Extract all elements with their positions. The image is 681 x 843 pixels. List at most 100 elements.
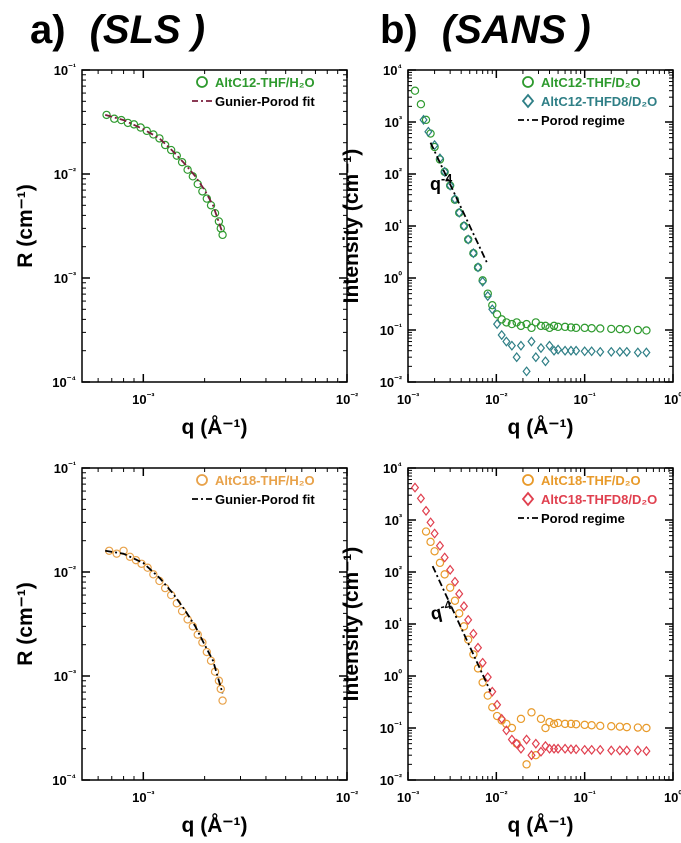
data-point — [541, 723, 550, 733]
label-exponent: ⁻¹ — [68, 460, 76, 470]
data-layer — [102, 110, 227, 240]
slope-exponent: -4 — [439, 598, 453, 614]
data-point — [633, 723, 643, 732]
label-exponent: ⁻³ — [68, 270, 76, 280]
plot-frame — [81, 467, 348, 781]
data-point — [536, 714, 546, 724]
data-point — [123, 118, 133, 128]
data-point — [502, 719, 511, 729]
data-point — [149, 130, 158, 139]
legend-marker-circle — [196, 474, 208, 486]
y-axis-label: Intensity (cm⁻¹) — [340, 547, 363, 702]
data-point — [473, 642, 483, 653]
label-base: 10 — [54, 167, 68, 182]
data-point — [426, 517, 435, 528]
data-point — [166, 145, 176, 155]
panel-a-technique: (SLS ) — [89, 8, 206, 52]
slope-annotation: q-4 — [430, 172, 452, 194]
data-point — [136, 123, 145, 132]
y-tick-label: 10⁻² — [54, 564, 76, 580]
data-point — [512, 352, 521, 363]
legend: AltC18-THF/H₂O Gunier-Porod fit — [192, 473, 315, 507]
data-point — [410, 86, 420, 95]
data-point — [596, 324, 605, 333]
data-point — [218, 230, 227, 240]
data-point — [488, 703, 497, 712]
data-point — [112, 549, 121, 558]
slope-exponent: -4 — [441, 172, 452, 186]
label-base: 10 — [574, 790, 588, 805]
label-exponent: ⁻³ — [68, 668, 76, 678]
label-base: 10 — [385, 167, 399, 182]
label-base: 10 — [385, 617, 399, 632]
data-point — [516, 743, 526, 754]
label-exponent: ⁻⁴ — [67, 772, 76, 782]
data-point — [440, 166, 449, 178]
data-point — [214, 676, 224, 685]
data-point — [446, 564, 455, 576]
data-point — [450, 596, 460, 605]
y-tick-label: 10⁻² — [380, 772, 402, 788]
data-point — [492, 310, 502, 319]
data-point — [421, 505, 431, 517]
legend-marker-circle — [196, 76, 208, 88]
data-point — [580, 720, 589, 730]
y-tick-label: 10⁻⁴ — [52, 772, 76, 788]
x-tick-label: 10⁻³ — [397, 391, 419, 407]
label-exponent: ⁻¹ — [588, 789, 596, 799]
data-point — [607, 324, 616, 334]
data-point — [642, 723, 651, 733]
label-base: q — [429, 602, 444, 624]
data-point — [615, 346, 624, 358]
panel-b-header: b) (SANS ) — [380, 8, 591, 53]
data-point — [218, 696, 227, 705]
label-base: 10 — [52, 773, 66, 788]
data-point — [198, 187, 207, 196]
label-exponent: ⁻¹ — [588, 391, 596, 401]
data-point — [455, 208, 464, 217]
y-tick-label: 10⁻¹ — [54, 460, 76, 476]
label-exponent: ¹ — [399, 218, 402, 228]
data-point — [507, 734, 517, 745]
data-point — [596, 346, 605, 358]
data-point — [596, 744, 605, 756]
data-point — [446, 180, 455, 191]
data-point — [410, 482, 420, 493]
data-point — [440, 552, 449, 563]
data-point — [202, 194, 212, 203]
panel-a-header: a) (SLS ) — [30, 8, 205, 53]
data-point — [430, 142, 439, 152]
data-point — [622, 325, 632, 334]
data-point — [426, 537, 435, 547]
label-exponent: ⁻¹ — [394, 720, 402, 730]
data-point — [137, 559, 146, 568]
data-point — [160, 140, 170, 150]
data-point — [177, 157, 187, 167]
data-point — [516, 321, 526, 331]
data-point — [507, 319, 517, 329]
legend-label: Porod regime — [541, 113, 625, 128]
label-base: 10 — [384, 669, 398, 684]
data-point — [596, 721, 605, 731]
data-point — [473, 262, 483, 273]
data-point — [483, 290, 492, 302]
data-point — [553, 743, 563, 754]
data-point — [488, 304, 497, 315]
data-point — [522, 366, 531, 377]
label-exponent: ⁰ — [398, 668, 402, 678]
chart-a-bottom: 10⁻³ 10⁻²10⁻⁴10⁻³10⁻²10⁻¹q (Å⁻¹)R (cm⁻¹)A… — [14, 460, 358, 837]
x-axis-label: q (Å⁻¹) — [508, 813, 574, 837]
data-point — [541, 740, 550, 752]
label-exponent: ¹ — [399, 616, 402, 626]
label-base: 10 — [380, 323, 394, 338]
x-axis-label: q (Å⁻¹) — [182, 415, 248, 439]
label-base: 10 — [380, 375, 394, 390]
label-base: 10 — [385, 115, 399, 130]
y-tick-label: 10² — [385, 166, 403, 182]
data-point — [571, 345, 581, 356]
label-exponent: ⁻¹ — [68, 62, 76, 72]
data-point — [459, 622, 469, 631]
label-exponent: ⁻² — [68, 564, 76, 574]
data-point — [216, 684, 225, 694]
